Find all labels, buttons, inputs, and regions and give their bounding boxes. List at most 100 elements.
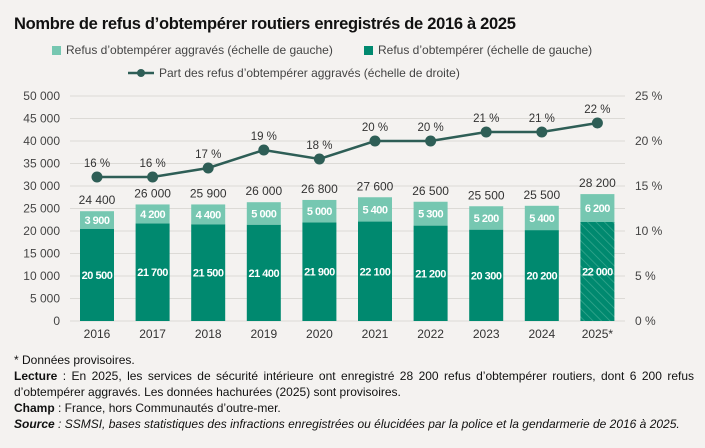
bar-label-aggraves: 5 300 <box>418 209 443 221</box>
bar-refus <box>80 228 114 321</box>
chart-plot: 0 5 000 10 000 15 000 20 000 25 000 30 000 35 0… <box>23 89 663 341</box>
legend-item-part: Part des refus d’obtempérer aggravés (éc… <box>128 66 460 80</box>
y-tick-left: 50 000 <box>23 89 60 103</box>
y-tick-left: 15 000 <box>23 247 60 261</box>
bar-refus <box>191 224 226 321</box>
line-point <box>258 144 270 156</box>
bar-refus <box>413 225 448 321</box>
y-tick-left: 35 000 <box>23 157 60 171</box>
bar-total-label: 24 400 <box>79 193 116 207</box>
bar-aggraves <box>580 194 615 222</box>
bar-label-refus: 22 000 <box>582 267 613 279</box>
bar-aggraves <box>135 204 170 224</box>
legend-swatch-dark <box>364 45 373 55</box>
legend-label: Refus d’obtempérer aggravés (échelle de … <box>66 43 333 57</box>
note-lecture: Lecture : En 2025, les services de sécur… <box>14 368 694 400</box>
y-tick-left: 5 000 <box>30 292 60 306</box>
bar-aggraves <box>413 201 448 226</box>
y-tick-left: 40 000 <box>23 134 60 148</box>
bar-label-refus: 20 500 <box>82 270 113 282</box>
bar-label-aggraves: 5 400 <box>362 204 387 216</box>
bar-aggraves <box>469 206 504 230</box>
x-tick-label: 2024 <box>528 327 555 341</box>
bar-aggraves <box>358 197 392 222</box>
x-tick-label: 2018 <box>195 327 222 341</box>
bar-refus <box>524 230 559 321</box>
bar-refus <box>358 221 392 321</box>
bar-total-label: 25 500 <box>523 188 560 202</box>
bar-aggraves <box>302 199 337 223</box>
champ-text: : France, hors Communautés d’outre-mer. <box>54 401 281 415</box>
y-tick-left: 10 000 <box>23 269 60 283</box>
x-tick-label: 2022 <box>417 327 444 341</box>
source-text: : SSMSI, bases statistiques des infracti… <box>54 417 680 431</box>
legend-item-refus: Refus d’obtempérer (échelle de gauche) <box>364 43 592 57</box>
bar-label-aggraves: 4 400 <box>196 209 221 221</box>
chart-notes: * Données provisoires. Lecture : En 2025… <box>14 352 694 432</box>
bar-label-refus: 21 700 <box>137 267 168 279</box>
bar-refus <box>135 223 170 321</box>
bar-aggraves <box>246 202 281 225</box>
bar-label-aggraves: 6 200 <box>585 203 610 215</box>
y-tick-right: 5 % <box>635 269 656 283</box>
bar-label-refus: 21 400 <box>248 268 279 280</box>
bar-label-aggraves: 5 200 <box>474 213 499 225</box>
chart-title: Nombre de refus d’obtempérer routiers en… <box>14 15 516 33</box>
x-tick-label: 2016 <box>84 327 111 341</box>
line-point <box>425 135 437 147</box>
bar-aggraves <box>191 204 226 225</box>
x-tick-label: 2020 <box>306 327 333 341</box>
bar-total-label: 26 000 <box>134 186 171 200</box>
source-label: Source <box>14 417 55 431</box>
line-point-label: 22 % <box>584 104 610 116</box>
line-point-label: 19 % <box>251 131 277 143</box>
line-point-label: 16 % <box>139 158 165 170</box>
line-point <box>480 126 492 138</box>
bar-label-aggraves: 5 400 <box>529 213 554 225</box>
y-tick-left: 20 000 <box>23 224 60 238</box>
bar-label-refus: 21 500 <box>193 268 224 280</box>
bar-label-refus: 20 300 <box>471 270 502 282</box>
line-point-label: 20 % <box>362 122 388 134</box>
bar-label-aggraves: 3 900 <box>84 215 109 227</box>
line-point <box>591 117 603 129</box>
line-point <box>91 171 103 183</box>
legend-item-aggravated: Refus d’obtempérer aggravés (échelle de … <box>52 43 333 57</box>
bar-label-refus: 20 200 <box>526 271 557 283</box>
x-tick-label: 2023 <box>473 327 500 341</box>
y-tick-right: 25 % <box>635 89 663 103</box>
line-point-label: 16 % <box>84 158 110 170</box>
bar-aggraves <box>524 205 559 231</box>
bar-aggraves <box>80 211 114 229</box>
bar-refus <box>580 222 615 321</box>
note-champ: Champ : France, hors Communautés d’outre… <box>14 400 694 416</box>
line-point <box>147 171 159 183</box>
note-source: Source : SSMSI, bases statistiques des i… <box>14 416 694 432</box>
bar-label-refus: 22 100 <box>360 266 391 278</box>
y-tick-right: 0 % <box>635 314 656 328</box>
legend-label: Part des refus d’obtempérer aggravés (éc… <box>159 66 460 80</box>
x-tick-label: 2025* <box>582 327 614 341</box>
bar-total-label: 25 500 <box>468 188 505 202</box>
bar-total-label: 26 800 <box>301 182 338 196</box>
bar-label-aggraves: 5 000 <box>307 206 332 218</box>
bar-label-aggraves: 5 000 <box>251 208 276 220</box>
y-tick-left: 30 000 <box>23 179 60 193</box>
line-point-label: 17 % <box>195 149 221 161</box>
y-tick-left: 0 <box>53 314 60 328</box>
y-tick-right: 20 % <box>635 134 663 148</box>
x-tick-label: 2019 <box>250 327 277 341</box>
x-tick-label: 2017 <box>139 327 166 341</box>
champ-label: Champ <box>14 401 55 415</box>
line-point <box>202 162 214 174</box>
y-tick-left: 45 000 <box>23 112 60 126</box>
y-tick-right: 15 % <box>635 179 663 193</box>
y-tick-left: 25 000 <box>23 202 60 216</box>
lecture-label: Lecture <box>14 369 58 383</box>
legend-label: Refus d’obtempérer (échelle de gauche) <box>378 43 593 57</box>
legend-swatch-light <box>52 45 61 55</box>
bar-refus <box>302 222 337 321</box>
line-part-aggraves <box>97 121 598 179</box>
line-point-label: 21 % <box>473 113 499 125</box>
lecture-text: : En 2025, les services de sécurité inté… <box>14 369 694 399</box>
